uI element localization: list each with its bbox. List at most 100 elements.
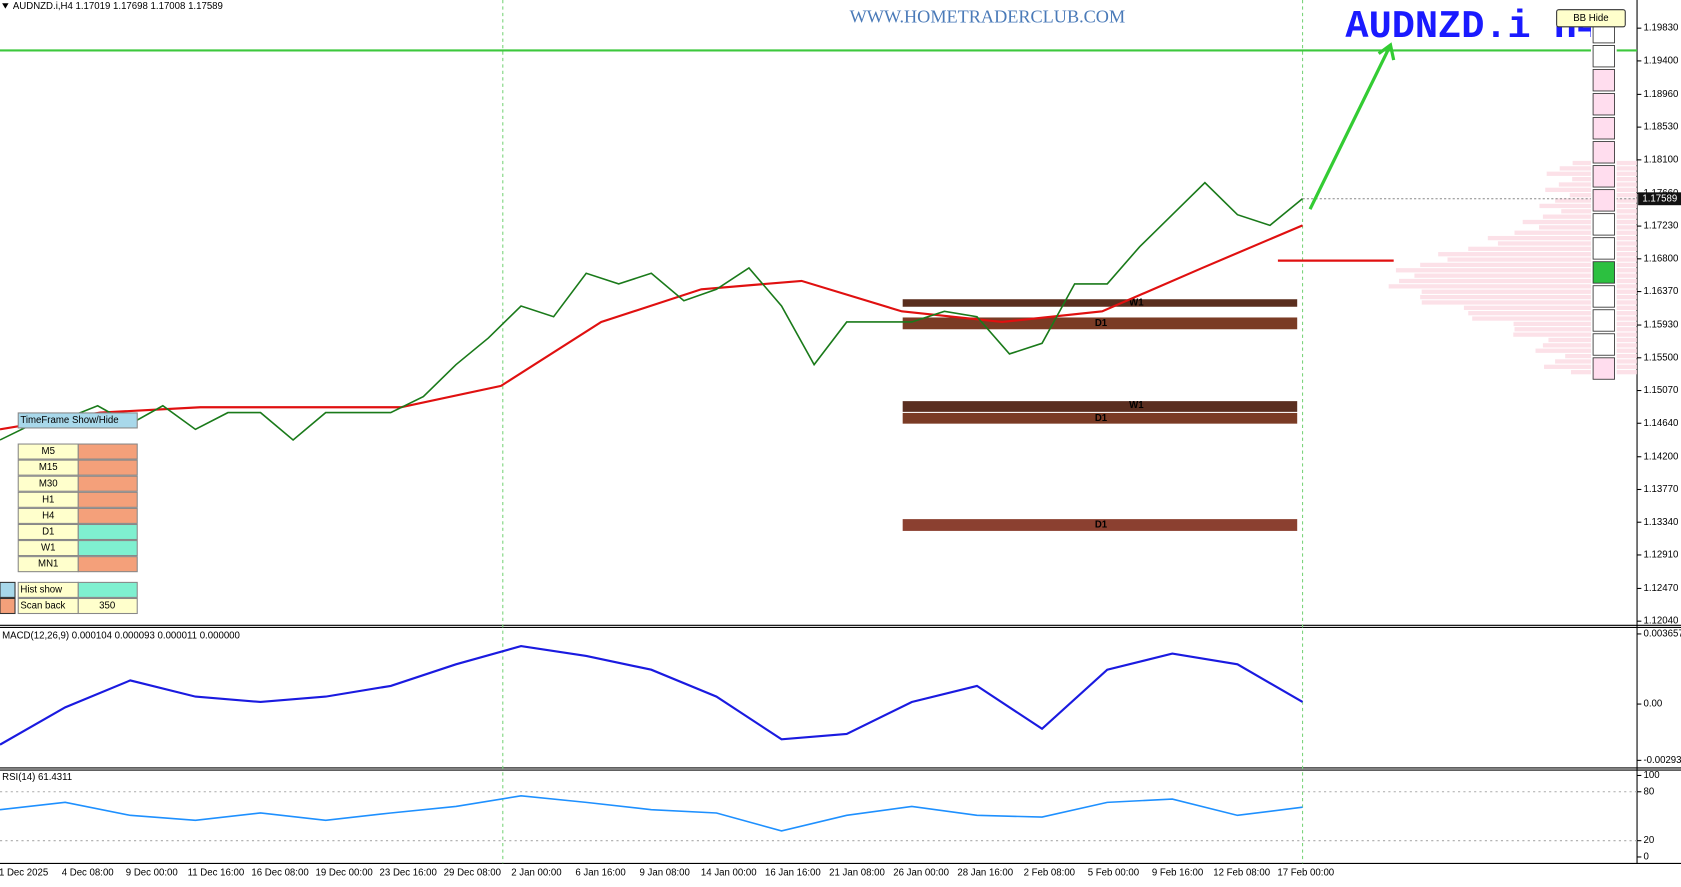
macd-title: MACD(12,26,9) 0.000104 0.000093 0.000011… bbox=[2, 631, 240, 642]
timeframe-label: H1 bbox=[42, 494, 54, 505]
x-tick-label: 9 Dec 00:00 bbox=[126, 868, 178, 879]
timeframe-status[interactable] bbox=[77, 523, 138, 541]
timeframe-title-bg[interactable] bbox=[17, 412, 138, 429]
x-tick-label: 14 Jan 00:00 bbox=[701, 868, 757, 879]
y-tick-label: 1.12040 bbox=[1643, 616, 1678, 627]
volume-profile bbox=[1420, 262, 1638, 268]
volume-profile bbox=[1468, 246, 1638, 251]
symbol-info: AUDNZD.i,H4 1.17019 1.17698 1.17008 1.17… bbox=[13, 1, 223, 12]
timeframe-status[interactable] bbox=[77, 540, 138, 557]
price-line bbox=[0, 181, 1304, 442]
toolbar-button[interactable] bbox=[1592, 165, 1615, 188]
x-tick-label: 6 Jan 16:00 bbox=[575, 868, 625, 879]
zone bbox=[902, 412, 1298, 424]
toolbar-button[interactable] bbox=[1592, 93, 1615, 116]
volume-profile bbox=[1463, 305, 1638, 310]
current-price-box bbox=[1638, 192, 1681, 206]
macd-line bbox=[0, 645, 1304, 746]
scan-icon[interactable] bbox=[0, 597, 16, 615]
y-tick-label: 1.12470 bbox=[1643, 583, 1678, 594]
toolbar-button[interactable] bbox=[1592, 261, 1615, 284]
y-tick-label: 1.18960 bbox=[1643, 89, 1678, 100]
toolbar-button[interactable] bbox=[1592, 237, 1615, 260]
y-tick-label: 100 bbox=[1643, 770, 1659, 781]
x-tick-label: 11 Dec 16:00 bbox=[188, 868, 245, 879]
timeframe-status[interactable] bbox=[77, 491, 138, 508]
volume-profile bbox=[1539, 225, 1638, 230]
y-tick-label: 1.18100 bbox=[1643, 154, 1678, 165]
bb-hide-label: BB Hide bbox=[1573, 13, 1608, 24]
timeframe-status[interactable] bbox=[77, 443, 138, 460]
y-tick-label: 80 bbox=[1643, 786, 1654, 797]
x-tick-label: 19 Dec 00:00 bbox=[315, 868, 372, 879]
x-tick-label: 5 Feb 00:00 bbox=[1088, 868, 1139, 879]
toolbar-button[interactable] bbox=[1592, 117, 1615, 140]
toolbar-button[interactable] bbox=[1592, 309, 1615, 332]
x-tick-label: 9 Jan 08:00 bbox=[639, 868, 689, 879]
timeframe-status[interactable] bbox=[77, 556, 138, 573]
timeframe-status[interactable] bbox=[77, 459, 138, 476]
projection-arrow bbox=[1308, 42, 1396, 210]
toolbar-button[interactable] bbox=[1592, 357, 1615, 380]
x-tick-label: 4 Dec 08:00 bbox=[62, 868, 114, 879]
toolbar-button[interactable] bbox=[1592, 285, 1615, 308]
volume-profile bbox=[1514, 327, 1638, 332]
y-tick-label: 0 bbox=[1643, 852, 1648, 863]
volume-profile bbox=[1421, 300, 1638, 305]
x-tick-label: 1 Dec 2025 bbox=[0, 868, 48, 879]
x-tick-label: 23 Dec 16:00 bbox=[380, 868, 437, 879]
y-tick-label: 1.19400 bbox=[1643, 55, 1678, 66]
y-tick-label: 1.17230 bbox=[1643, 221, 1678, 232]
toolbar-button[interactable] bbox=[1592, 213, 1615, 236]
current-price-label: 1.17589 bbox=[1642, 193, 1677, 204]
x-tick-label: 2 Feb 08:00 bbox=[1024, 868, 1075, 879]
toolbar-button[interactable] bbox=[1592, 189, 1615, 212]
x-tick-label: 2 Jan 00:00 bbox=[511, 868, 561, 879]
volume-profile bbox=[1522, 219, 1638, 225]
menu-arrow bbox=[2, 3, 9, 9]
zone bbox=[902, 317, 1298, 330]
volume-profile bbox=[1421, 289, 1638, 294]
volume-profile bbox=[1513, 321, 1638, 327]
zone-label: D1 bbox=[1095, 520, 1108, 531]
zone-label: W1 bbox=[1129, 400, 1144, 411]
x-tick-label: 21 Jan 08:00 bbox=[829, 868, 885, 879]
y-tick-label: 1.15930 bbox=[1643, 320, 1678, 331]
volume-profile bbox=[1513, 332, 1638, 337]
timeframe-label: MN1 bbox=[38, 559, 58, 570]
x-tick-label: 12 Feb 08:00 bbox=[1213, 868, 1270, 879]
scan-value-cell[interactable] bbox=[77, 597, 138, 615]
rsi-title: RSI(14) 61.4311 bbox=[2, 772, 72, 783]
timeframe-status[interactable] bbox=[77, 507, 138, 524]
timeframe-label: M15 bbox=[39, 462, 58, 473]
y-tick-label: 0.00 bbox=[1643, 699, 1662, 710]
x-tick-label: 26 Jan 00:00 bbox=[893, 868, 949, 879]
timeframe-label: M30 bbox=[39, 478, 58, 489]
zone-label: W1 bbox=[1129, 298, 1144, 309]
hist-icon[interactable] bbox=[0, 581, 16, 598]
volume-profile bbox=[1447, 257, 1638, 262]
y-tick-label: 1.13340 bbox=[1643, 517, 1678, 528]
bb-hide-button[interactable] bbox=[1556, 9, 1626, 28]
volume-profile bbox=[1487, 235, 1638, 241]
toolbar-button[interactable] bbox=[1592, 333, 1615, 356]
timeframe-label: W1 bbox=[41, 543, 55, 554]
y-tick-label: -0.002936 bbox=[1643, 755, 1681, 766]
toolbar-button[interactable] bbox=[1592, 141, 1615, 164]
timeframe-label: D1 bbox=[42, 527, 54, 538]
timeframe-label: M5 bbox=[42, 446, 55, 457]
moving-average bbox=[0, 224, 1303, 431]
x-tick-label: 29 Dec 08:00 bbox=[444, 868, 501, 879]
zone-label: D1 bbox=[1095, 318, 1108, 329]
x-tick-label: 17 Feb 00:00 bbox=[1277, 868, 1334, 879]
volume-profile bbox=[1497, 241, 1638, 246]
toolbar-button[interactable] bbox=[1592, 69, 1615, 92]
y-tick-label: 1.16370 bbox=[1643, 286, 1678, 297]
volume-profile bbox=[1388, 284, 1638, 289]
volume-profile bbox=[1420, 294, 1638, 300]
toolbar-button[interactable] bbox=[1592, 45, 1615, 68]
hist-status[interactable] bbox=[77, 581, 138, 598]
timeframe-status[interactable] bbox=[77, 475, 138, 492]
